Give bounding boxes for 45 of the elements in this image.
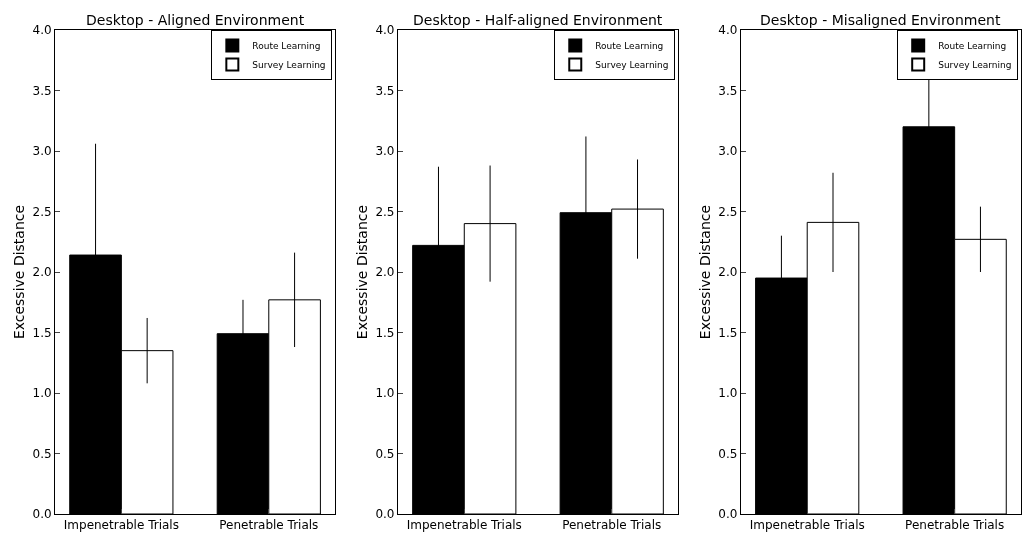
y-tick-label: 3.5: [718, 83, 738, 98]
y-tick-label: 3.0: [32, 144, 52, 159]
y-tick-label: 0.0: [375, 507, 395, 522]
y-tick-label: 1.5: [32, 325, 52, 340]
y-tick-label: 0.5: [718, 446, 738, 461]
y-tick-label: 3.0: [718, 144, 738, 159]
x-tick-label: Penetrable Trials: [219, 518, 319, 533]
x-tick-label: Impenetrable Trials: [749, 518, 865, 533]
y-tick-label: 2.5: [32, 204, 52, 219]
y-tick-label: 3.5: [375, 83, 395, 98]
y-tick-label: 4.0: [375, 23, 395, 38]
y-tick-label: 0.5: [375, 446, 395, 461]
y-tick-label: 3.0: [375, 144, 395, 159]
x-tick-label: Impenetrable Trials: [406, 518, 522, 533]
y-axis-title: Excessive Distance: [11, 204, 28, 340]
y-tick-label: 1.5: [718, 325, 738, 340]
legend-label: Route Learning: [595, 41, 664, 52]
legend-label: Survey Learning: [938, 60, 1012, 71]
legend-label: Survey Learning: [595, 60, 669, 71]
x-tick-label: Penetrable Trials: [905, 518, 1005, 533]
y-tick-label: 2.0: [32, 265, 52, 280]
chart-title: Desktop - Half-aligned Environment: [413, 12, 663, 28]
y-tick-label: 2.0: [718, 265, 738, 280]
y-tick-label: 0.5: [32, 446, 52, 461]
chart-title: Desktop - Misaligned Environment: [760, 12, 1001, 28]
y-tick-label: 0.0: [718, 507, 738, 522]
legend-label: Route Learning: [252, 41, 321, 52]
x-tick-label: Impenetrable Trials: [63, 518, 179, 533]
y-axis-title: Excessive Distance: [354, 204, 371, 340]
x-tick-label: Penetrable Trials: [562, 518, 662, 533]
y-tick-label: 2.5: [375, 204, 395, 219]
y-tick-label: 1.5: [375, 325, 395, 340]
y-tick-label: 1.0: [718, 386, 738, 401]
y-tick-label: 0.0: [32, 507, 52, 522]
chart-title: Desktop - Aligned Environment: [86, 12, 305, 28]
legend-label: Survey Learning: [252, 60, 326, 71]
y-tick-label: 3.5: [32, 83, 52, 98]
y-axis-title: Excessive Distance: [696, 204, 713, 340]
y-tick-label: 4.0: [718, 23, 738, 38]
y-tick-label: 2.0: [375, 265, 395, 280]
y-tick-label: 2.5: [718, 204, 738, 219]
y-tick-label: 1.0: [375, 386, 395, 401]
y-tick-label: 4.0: [32, 23, 52, 38]
legend-label: Route Learning: [938, 41, 1007, 52]
y-tick-label: 1.0: [32, 386, 52, 401]
